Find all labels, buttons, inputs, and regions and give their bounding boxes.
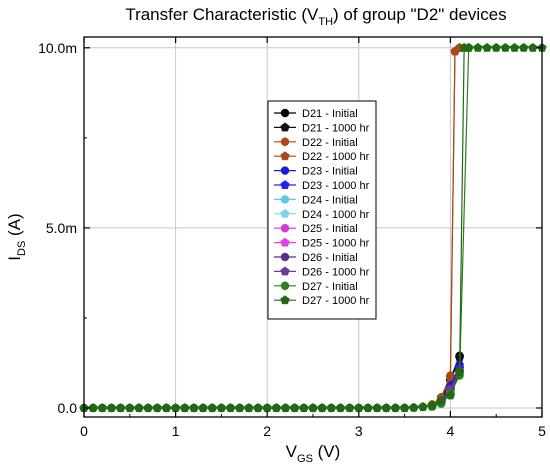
point-13-18 — [244, 403, 254, 412]
point-13-34 — [390, 403, 401, 412]
point-13-50 — [528, 42, 538, 52]
chart-title: Transfer Characteristic (VTH) of group "… — [125, 5, 506, 28]
x-tick-label-0: 0 — [80, 423, 88, 439]
point-13-31 — [363, 403, 373, 412]
point-13-24 — [299, 403, 309, 412]
legend-marker-7 — [280, 208, 290, 218]
x-tick-label-5: 5 — [538, 423, 546, 439]
legend-marker-11 — [280, 266, 290, 276]
point-13-20 — [262, 403, 272, 412]
legend-label-4: D23 - Initial — [302, 166, 358, 178]
point-13-14 — [207, 403, 217, 412]
point-13-28 — [335, 403, 346, 412]
point-13-33 — [381, 403, 391, 412]
legend-label-8: D25 - Initial — [302, 223, 358, 235]
legend-marker-6 — [280, 195, 290, 204]
point-13-22 — [280, 403, 291, 412]
series-line-3 — [431, 47, 460, 406]
point-13-23 — [290, 403, 300, 412]
legend-marker-10 — [280, 252, 290, 262]
point-13-16 — [225, 403, 236, 412]
legend-marker-13 — [280, 295, 290, 305]
point-13-11 — [180, 403, 190, 412]
legend-label-1: D21 - 1000 hr — [302, 122, 370, 134]
x-tick-label-4: 4 — [447, 423, 455, 439]
legend-label-10: D26 - Initial — [302, 252, 358, 264]
point-13-25 — [308, 403, 318, 412]
point-13-12 — [189, 403, 199, 412]
legend-marker-12 — [280, 281, 290, 291]
y-tick-label-1: 5.0m — [46, 220, 77, 236]
legend-label-2: D22 - Initial — [302, 137, 358, 149]
x-tick-label-3: 3 — [355, 423, 363, 439]
legend-label-7: D24 - 1000 hr — [302, 209, 370, 221]
x-tick-label-1: 1 — [172, 423, 180, 439]
point-13-44 — [473, 42, 483, 52]
legend-label-12: D27 - Initial — [302, 281, 358, 293]
point-13-45 — [482, 42, 492, 52]
legend-marker-2 — [280, 137, 290, 147]
point-13-48 — [509, 42, 520, 52]
legend-marker-8 — [280, 223, 290, 233]
point-13-3 — [106, 403, 117, 412]
point-13-7 — [143, 403, 153, 412]
legend-marker-5 — [280, 180, 290, 189]
point-3-2 — [445, 372, 456, 382]
point-13-43 — [464, 42, 474, 52]
point-13-40 — [445, 390, 456, 400]
legend-label-9: D25 - 1000 hr — [302, 238, 370, 250]
axis-ticks: 0 1 2 3 4 5 0.0 5.0m 10.0m — [38, 37, 546, 439]
legend-marker-3 — [280, 151, 290, 161]
point-13-2 — [97, 403, 107, 412]
point-13-37 — [418, 402, 428, 411]
legend-label-6: D24 - Initial — [302, 194, 358, 206]
legend-label-13: D27 - 1000 hr — [302, 295, 370, 307]
point-13-5 — [125, 403, 135, 412]
legend-marker-9 — [280, 237, 290, 247]
point-13-4 — [115, 403, 126, 412]
point-13-1 — [88, 403, 98, 412]
point-13-21 — [271, 403, 282, 412]
point-13-17 — [235, 403, 245, 412]
point-13-49 — [519, 42, 529, 52]
point-13-13 — [198, 403, 208, 412]
point-13-29 — [344, 403, 355, 412]
y-axis-title: IDS (A) — [5, 213, 28, 260]
point-13-41 — [454, 367, 465, 376]
point-13-15 — [216, 403, 227, 412]
point-13-8 — [152, 403, 162, 412]
point-13-46 — [491, 42, 501, 52]
series-line-0 — [84, 355, 461, 409]
point-13-30 — [354, 403, 364, 412]
legend-label-5: D23 - 1000 hr — [302, 180, 370, 192]
point-13-27 — [326, 403, 336, 412]
point-13-6 — [134, 403, 144, 412]
legend-label-11: D26 - 1000 hr — [302, 266, 370, 278]
point-13-47 — [500, 42, 511, 52]
x-axis-title: VGS (V) — [286, 442, 341, 465]
point-13-39 — [436, 395, 446, 405]
legend-marker-0 — [280, 108, 290, 118]
legend-label-3: D22 - 1000 hr — [302, 151, 370, 163]
series-layer — [79, 42, 547, 413]
legend-label-0: D21 - Initial — [302, 108, 358, 120]
legend: D21 - Initial D21 - 1000 hr D22 - Initial D… — [267, 100, 377, 320]
series-line-11 — [431, 371, 461, 407]
point-13-35 — [399, 403, 410, 412]
y-tick-label-2: 10.0m — [38, 40, 77, 56]
point-13-9 — [161, 403, 172, 412]
legend-marker-4 — [280, 166, 290, 175]
point-13-36 — [409, 402, 419, 412]
point-13-10 — [170, 403, 181, 412]
point-13-38 — [427, 400, 437, 410]
x-tick-label-2: 2 — [263, 423, 271, 439]
series-0 — [79, 351, 464, 413]
point-13-32 — [372, 403, 382, 412]
y-tick-label-0: 0.0 — [58, 400, 78, 416]
point-13-19 — [253, 403, 263, 412]
point-13-26 — [317, 403, 327, 412]
legend-marker-1 — [280, 122, 290, 132]
